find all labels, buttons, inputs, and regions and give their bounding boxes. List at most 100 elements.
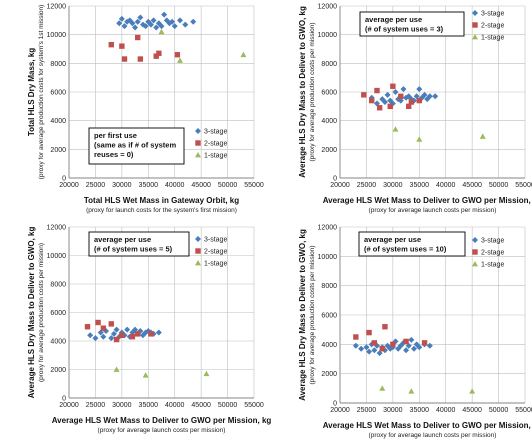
data-point-3-stage (190, 18, 197, 25)
data-point-2-stage (374, 87, 380, 94)
y-tick-label: 4000 (50, 118, 66, 125)
data-point-2-stage (121, 56, 128, 62)
data-point-2-stage (387, 103, 393, 110)
x-tick-label: 30000 (112, 182, 132, 189)
y-axis-title: Average HLS Dry Mass to Deliver to GWO, … (298, 229, 307, 401)
legend-marker-1-stage (472, 34, 478, 40)
series-2-stage (84, 319, 154, 343)
data-point-3-stage (403, 347, 410, 354)
data-point-3-stage (169, 18, 176, 25)
x-tick-label: 40000 (436, 182, 456, 189)
annotation-text: average per use (365, 15, 422, 24)
legend-label: 2-stage (204, 249, 227, 256)
legend-label: 1-stage (204, 261, 227, 268)
y-tick-label: 12000 (47, 225, 67, 232)
y-tick-label: 12000 (318, 225, 338, 232)
data-point-3-stage (421, 91, 428, 98)
legend-label: 1-stage (481, 35, 504, 42)
data-point-3-stage (129, 20, 136, 27)
legend-label: 1-stage (481, 262, 504, 269)
legend-marker-3-stage (195, 128, 201, 134)
data-point-3-stage (142, 23, 149, 30)
data-point-3-stage (177, 17, 183, 24)
annotation-text: (# of system uses = 3) (365, 25, 444, 34)
y-tick-label: 10000 (47, 32, 67, 39)
y-tick-label: 8000 (50, 61, 66, 68)
data-point-2-stage (403, 338, 409, 345)
data-point-3-stage (397, 97, 404, 104)
data-point-2-stage (366, 329, 372, 336)
data-point-3-stage (352, 342, 359, 349)
annotation-text: average per use (94, 235, 151, 244)
x-tick-label: 50000 (218, 402, 238, 409)
y-axis-title: Average HLS Dry Mass to Deliver to GWO, … (27, 227, 36, 399)
x-tick-label: 30000 (383, 182, 403, 189)
y-tick-label: 2000 (50, 147, 66, 154)
data-point-2-stage (408, 99, 415, 105)
data-point-2-stage (353, 334, 359, 340)
x-tick-label: 40000 (436, 407, 456, 414)
x-tick-label: 55000 (515, 407, 532, 414)
data-point-3-stage (376, 350, 383, 357)
data-point-2-stage (390, 341, 396, 348)
series-2-stage (361, 83, 422, 111)
data-point-3-stage (416, 86, 423, 93)
chart-panel-1: 20000 25000 30000 35000 40000 45000 50000 55000… (27, 4, 264, 215)
data-point-2-stage (137, 56, 144, 62)
data-point-2-stage (135, 34, 141, 41)
x-axis-title: Average HLS Wet Mass to Deliver to GWO p… (323, 421, 532, 430)
data-point-3-stage (411, 345, 417, 352)
y-axis-subtitle: (proxy for average production costs per … (309, 22, 316, 161)
data-point-2-stage (371, 340, 378, 346)
data-point-3-stage (132, 24, 139, 31)
data-point-2-stage (398, 93, 404, 99)
data-point-2-stage (390, 83, 396, 89)
data-point-2-stage (382, 324, 388, 330)
data-point-3-stage (408, 336, 415, 343)
data-point-3-stage (87, 332, 94, 339)
x-tick-label: 20000 (330, 407, 350, 414)
data-point-2-stage (100, 325, 107, 331)
data-point-3-stage (147, 21, 154, 28)
x-axis-subtitle: (proxy for average launch costs per miss… (369, 432, 497, 439)
x-axis-title: Average HLS Wet Mass to Deliver to GWO p… (323, 196, 532, 205)
annotation-box (359, 11, 465, 37)
x-tick-label: 35000 (139, 402, 159, 409)
data-point-3-stage (432, 93, 439, 100)
data-point-2-stage (108, 321, 114, 327)
x-axis-title: Total HLS Wet Mass in Gateway Orbit, kg (84, 196, 239, 205)
annotation-text: per first use (94, 131, 137, 140)
data-point-3-stage (121, 23, 128, 30)
data-point-1-stage (240, 51, 247, 58)
data-point-3-stage (113, 326, 120, 333)
x-tick-label: 45000 (462, 407, 482, 414)
data-point-3-stage (381, 99, 388, 106)
data-point-3-stage (153, 24, 160, 31)
x-tick-label: 40000 (165, 402, 185, 409)
x-tick-label: 45000 (191, 402, 211, 409)
y-tick-label: 0 (333, 401, 337, 408)
data-point-2-stage (108, 42, 114, 48)
x-axis-title: Average HLS Wet Mass to Deliver to GWO p… (52, 416, 272, 425)
data-point-2-stage (84, 324, 91, 330)
annotation-text: (same as if # of system (94, 141, 176, 150)
y-tick-label: 0 (62, 176, 66, 183)
legend-label: 1-stage (204, 153, 227, 160)
data-point-3-stage (118, 15, 125, 22)
x-tick-label: 50000 (218, 182, 238, 189)
data-point-3-stage (155, 329, 162, 336)
y-tick-label: 6000 (50, 90, 66, 97)
x-tick-label: 55000 (244, 182, 264, 189)
data-point-3-stage (134, 18, 141, 25)
data-point-3-stage (110, 330, 117, 337)
x-tick-label: 25000 (357, 182, 377, 189)
data-point-3-stage (158, 23, 165, 30)
legend-marker-2-stage (195, 140, 201, 146)
data-point-3-stage (161, 11, 168, 18)
data-point-2-stage (153, 53, 159, 59)
legend-marker-2-stage (472, 22, 478, 28)
data-point-2-stage (129, 334, 136, 340)
data-point-2-stage (361, 92, 367, 98)
y-tick-label: 10000 (318, 254, 338, 261)
